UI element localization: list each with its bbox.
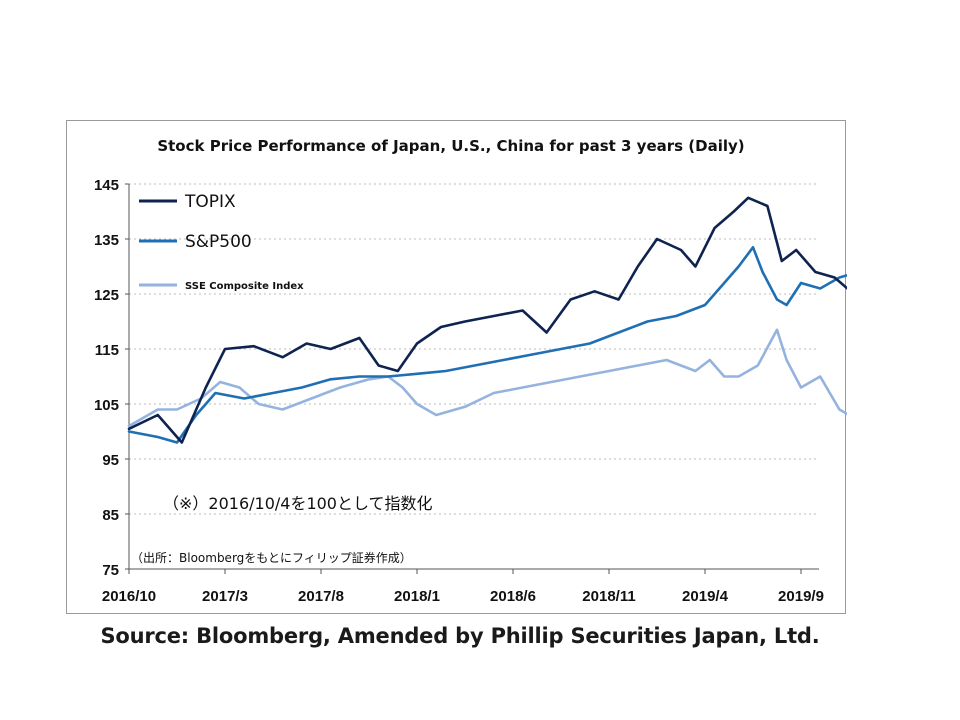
y-tick-label: 95: [102, 452, 119, 469]
x-tick-label: 2019/4: [682, 588, 729, 605]
y-tick-label: 135: [94, 232, 119, 249]
chart-frame: Stock Price Performance of Japan, U.S., …: [66, 120, 847, 614]
y-tick-label: 145: [94, 177, 119, 194]
series-line-sse-composite-index: [127, 328, 847, 428]
legend-label: SSE Composite Index: [185, 281, 304, 292]
line-chart: Stock Price Performance of Japan, U.S., …: [94, 137, 847, 605]
series-line-topix: [127, 196, 847, 444]
y-tick-label: 105: [94, 397, 119, 414]
note-annotation: （※）2016/10/4を100として指数化: [163, 494, 433, 513]
y-tick-label: 115: [95, 342, 119, 359]
x-tick-label: 2018/11: [582, 588, 635, 605]
x-tick-label: 2017/3: [202, 588, 248, 605]
source-caption: Source: Bloomberg, Amended by Phillip Se…: [100, 624, 820, 648]
y-tick-label: 125: [94, 287, 119, 304]
x-tick-label: 2019/9: [778, 588, 824, 605]
legend-label: S&P500: [185, 232, 252, 252]
x-tick-label: 2018/1: [394, 588, 440, 605]
legend-label: TOPIX: [184, 192, 236, 212]
data-source-annotation: （出所：Bloombergをもとにフィリップ証券作成）: [131, 550, 412, 565]
axes: 75 85 95 105 115 125 135 145 2016/10 2017/3 2017/8…: [94, 177, 824, 605]
x-tick-label: 2017/8: [298, 588, 344, 605]
gridlines: [129, 183, 819, 515]
y-tick-label: 75: [102, 562, 119, 579]
legend: TOPIX S&P500 SSE Composite Index: [139, 192, 304, 292]
chart-title: Stock Price Performance of Japan, U.S., …: [157, 137, 744, 155]
series-line-s-p500: [127, 246, 847, 444]
x-tick-label: 2018/6: [490, 588, 536, 605]
series-lines: [127, 196, 847, 444]
x-tick-label: 2016/10: [102, 588, 156, 605]
y-tick-label: 85: [102, 507, 119, 524]
